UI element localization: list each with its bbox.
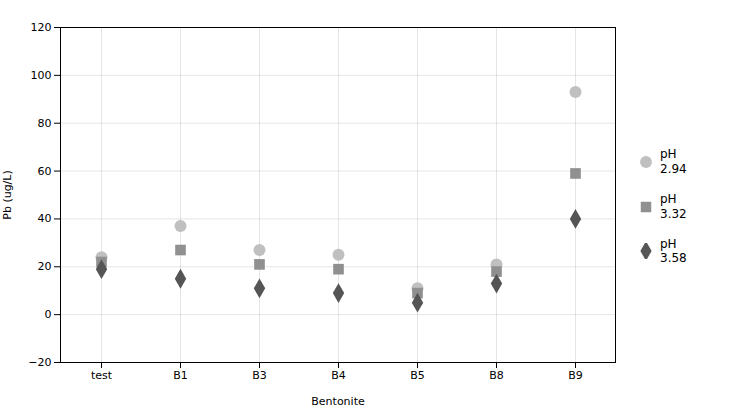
svg-text:Bentonite: Bentonite [311,394,365,407]
html-text:pH 2.94: pH 2.94 [660,147,687,176]
svg-text:B5: B5 [410,369,425,382]
svg-text:20: 20 [38,260,52,273]
html-text:pH 3.32: pH 3.32 [660,192,687,221]
svg-text:0: 0 [45,308,52,321]
svg-text:100: 100 [31,68,52,81]
svg-text:−20: −20 [28,356,51,369]
svg-text:B3: B3 [252,369,267,382]
svg-text:B9: B9 [568,369,583,382]
svg-text:B1: B1 [173,369,188,382]
html-text:pH 3.58: pH 3.58 [660,236,687,266]
svg-text:120: 120 [31,21,52,34]
svg-text:B8: B8 [489,369,504,382]
svg-text:80: 80 [38,116,52,129]
svg-text:B4: B4 [331,369,346,382]
svg-text:40: 40 [38,212,52,225]
svg-text:test: test [91,369,113,382]
svg-text:60: 60 [38,164,52,177]
svg-text:Pb (ug/L): Pb (ug/L) [1,170,14,219]
